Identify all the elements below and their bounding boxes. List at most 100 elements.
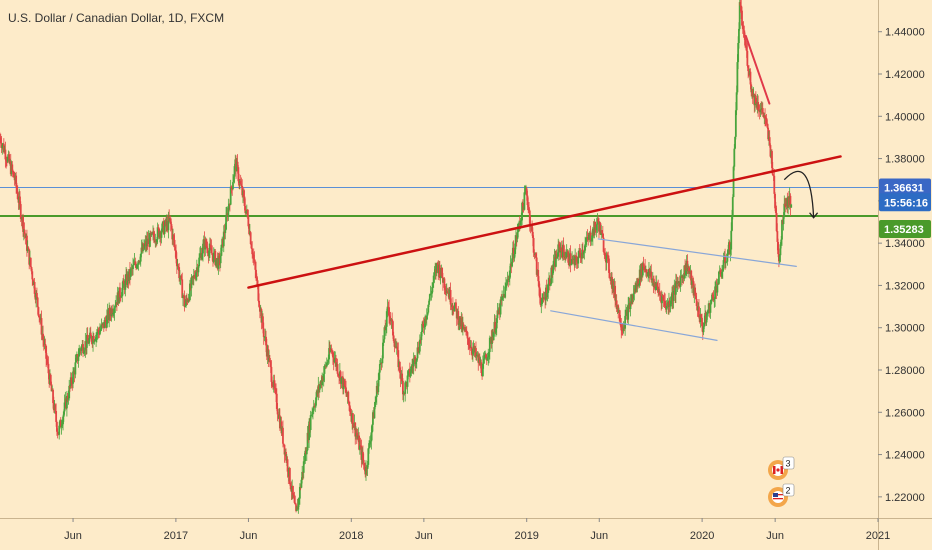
y-tick-label: 1.28000 (885, 365, 925, 377)
candle-body (347, 391, 350, 402)
candle-body (585, 237, 588, 242)
candle-body (340, 377, 343, 384)
candle-body (718, 271, 720, 284)
candle-body (368, 443, 370, 449)
candle-body (99, 330, 101, 335)
candle-body (672, 291, 675, 301)
candle-body (615, 300, 618, 310)
candle-body (388, 307, 390, 317)
candle-body (78, 349, 81, 357)
candle (233, 163, 236, 184)
price-tags: 1.36631 15:56:16 1.35283 (879, 178, 931, 239)
major-rising-trendline[interactable] (247, 155, 842, 289)
candle-body (732, 166, 735, 198)
event-badge-ca[interactable]: 3 (768, 456, 795, 480)
candle-body (201, 253, 204, 260)
candle (336, 358, 339, 377)
candle-body (248, 226, 251, 235)
candle-body (688, 267, 690, 271)
candle (627, 297, 630, 325)
price-axis-panel[interactable] (878, 0, 932, 550)
candle-body (382, 339, 385, 343)
candle-body (30, 267, 33, 272)
candle-body (521, 202, 523, 221)
y-tick-label: 1.24000 (885, 450, 925, 462)
candle (161, 221, 164, 234)
candle (439, 275, 442, 285)
candle-body (381, 358, 384, 364)
candle (585, 231, 588, 248)
candle-body (155, 239, 158, 242)
candle-body (410, 366, 413, 373)
candle-body (265, 336, 267, 346)
candle-body (12, 170, 14, 173)
candle-body (267, 349, 270, 362)
x-tick-label: Jun (766, 530, 784, 542)
candle-body (197, 266, 200, 273)
candle-body (224, 229, 227, 234)
candle (778, 254, 781, 265)
candle (661, 291, 663, 309)
candle (714, 281, 716, 307)
candle-body (42, 333, 44, 340)
candle-body (595, 224, 598, 231)
candle-body (282, 427, 284, 444)
candle-body (495, 328, 497, 333)
candle-body (274, 387, 277, 390)
candle-body (180, 275, 183, 280)
candle-body (354, 422, 357, 437)
candle (487, 348, 490, 366)
candle-body (778, 255, 781, 262)
candle-body (632, 293, 635, 299)
candle-body (369, 441, 372, 443)
candle-body (607, 255, 610, 259)
candle-body (574, 256, 577, 266)
upper-channel-line[interactable] (597, 238, 797, 267)
candle-body (40, 318, 43, 335)
candle-body (169, 218, 172, 225)
candle-body (352, 427, 355, 428)
candle (603, 248, 606, 260)
candle-body (768, 137, 771, 146)
candle-body (700, 314, 703, 318)
candle (183, 290, 186, 312)
candle-body (422, 323, 424, 325)
candle-body (237, 167, 240, 182)
projection-arrow[interactable] (783, 170, 815, 218)
candle-body (303, 460, 306, 462)
candle (240, 177, 243, 188)
candle-body (654, 282, 657, 290)
candle-body (255, 278, 258, 281)
candle (433, 266, 436, 283)
candle (485, 352, 487, 359)
candle (185, 293, 188, 305)
trendlines[interactable] (247, 34, 842, 341)
candle-body (494, 321, 497, 333)
flag-canton (773, 493, 778, 497)
candle-body (425, 315, 428, 320)
y-tick-label: 1.32000 (885, 280, 925, 292)
candle-body (275, 393, 278, 409)
lower-channel-line[interactable] (550, 310, 718, 341)
candle-body (66, 395, 69, 400)
event-badge-us[interactable]: 2 (768, 483, 795, 507)
candle (49, 373, 52, 386)
candle-body (244, 206, 247, 213)
post-peak-trendline[interactable] (744, 34, 771, 105)
candle-body (183, 295, 186, 307)
candle-body (652, 278, 655, 287)
candle (63, 394, 66, 415)
candle-body (705, 314, 708, 323)
candle (515, 228, 517, 250)
candle-body (362, 451, 364, 460)
candle-body (112, 312, 114, 315)
candle-body (531, 225, 533, 232)
candlestick-series[interactable] (0, 0, 793, 514)
time-axis-panel[interactable] (0, 518, 878, 550)
candle-body (109, 308, 111, 315)
candle-body (779, 244, 782, 256)
candle-body (567, 251, 570, 263)
event-badges[interactable]: 32 (768, 456, 795, 507)
candle-body (658, 291, 661, 295)
